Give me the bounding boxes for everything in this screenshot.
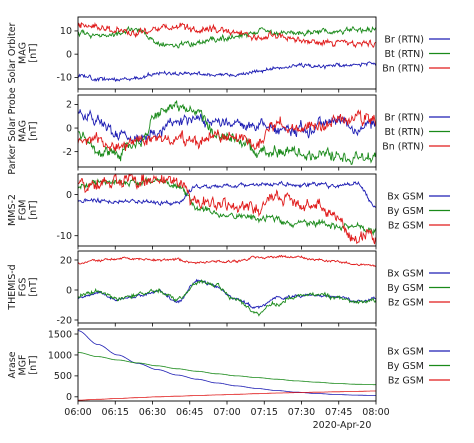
y-axis-label: MMS-2 FGM [nT] bbox=[7, 194, 39, 226]
legend-label: Bn (RTN) bbox=[382, 63, 424, 74]
y-tick-label: -10 bbox=[56, 231, 72, 242]
y-axis-label: Parker Solar Probe MAG [nT] bbox=[7, 87, 39, 174]
y-axis-label-line: Solar Orbiter bbox=[7, 23, 18, 84]
series-line-bt-rtn bbox=[78, 100, 376, 165]
legend-label: By GSM bbox=[387, 206, 424, 217]
legend-label: Br (RTN) bbox=[384, 112, 424, 123]
y-tick-label: -2 bbox=[63, 147, 72, 158]
y-axis-label-line: [nT] bbox=[28, 43, 39, 62]
panel-5: 0 500 1000 1500 Arase MGF [nT] Bx GSM By GSM Bz G… bbox=[7, 328, 450, 405]
series-line-by-gsm bbox=[78, 176, 376, 236]
y-tick-label: 10 bbox=[60, 26, 72, 37]
panel-4-series bbox=[78, 254, 376, 317]
y-tick-label: 0 bbox=[66, 392, 72, 403]
y-tick-label: -20 bbox=[56, 315, 72, 326]
y-axis-label: Arase MGF [nT] bbox=[7, 351, 39, 378]
y-axis-label: Solar Orbiter MAG [nT] bbox=[7, 23, 39, 84]
y-tick-label: 1500 bbox=[48, 329, 72, 340]
y-axis-label-line: [nT] bbox=[28, 277, 39, 296]
legend-label: By GSM bbox=[387, 283, 424, 294]
legend-label: Bt (RTN) bbox=[385, 49, 425, 60]
y-axis-label: THEMIS-d FGS [nT] bbox=[7, 264, 39, 310]
x-tick-label: 08:00 bbox=[362, 407, 389, 418]
series-line-bn-rtn bbox=[78, 109, 376, 152]
y-tick-label: 500 bbox=[54, 371, 72, 382]
panel-3-series bbox=[78, 174, 376, 245]
y-axis-label-line: THEMIS-d bbox=[7, 264, 18, 310]
legend-label: Bx GSM bbox=[387, 268, 424, 279]
panel-2-legend: Br (RTN) Bt (RTN) Bn (RTN) bbox=[382, 112, 450, 152]
legend-label: Bx GSM bbox=[387, 346, 424, 357]
panel-5-series bbox=[78, 330, 376, 401]
x-tick-label: 06:30 bbox=[139, 407, 166, 418]
series-line-bx-gsm bbox=[78, 180, 376, 208]
y-axis-label-line: MAG bbox=[17, 120, 28, 142]
panel-3: -10 0 MMS-2 FGM [nT] Bx GSM By GSM Bz GSM bbox=[7, 173, 450, 250]
y-tick-label: 0 bbox=[66, 123, 72, 134]
legend-label: Bz GSM bbox=[388, 220, 424, 231]
y-tick-label: 20 bbox=[60, 255, 72, 266]
y-axis-label-line: Parker Solar Probe bbox=[7, 87, 18, 174]
series-line-by-gsm bbox=[78, 352, 376, 386]
series-line-bx-gsm bbox=[78, 330, 376, 397]
panel-5-legend: Bx GSM By GSM Bz GSM bbox=[387, 346, 450, 386]
panel-1: -10 0 10 Solar Orbiter MAG [nT] Br (RTN) Bt (RT… bbox=[7, 16, 450, 93]
y-axis-label-line: MGF bbox=[17, 354, 28, 375]
panel-2: -2 0 2 Parker Solar Probe MAG [nT] Br (RTN) Bt … bbox=[7, 87, 450, 175]
series-line-bz-gsm bbox=[78, 254, 376, 267]
series-line-bt-rtn bbox=[78, 25, 376, 49]
x-tick-label: 07:30 bbox=[288, 407, 315, 418]
y-axis-label-line: [nT] bbox=[28, 200, 39, 219]
panel-3-legend: Bx GSM By GSM Bz GSM bbox=[387, 191, 450, 231]
y-axis-label-line: MMS-2 bbox=[7, 194, 18, 226]
panel-4-legend: Bx GSM By GSM Bz GSM bbox=[387, 268, 450, 308]
y-axis-label-line: [nT] bbox=[28, 121, 39, 140]
y-axis-label-line: FGS bbox=[17, 278, 28, 297]
series-line-bz-gsm bbox=[78, 390, 376, 401]
y-tick-label: -10 bbox=[56, 73, 72, 84]
panel-1-legend: Br (RTN) Bt (RTN) Bn (RTN) bbox=[382, 34, 450, 74]
x-tick-label: 06:45 bbox=[176, 407, 203, 418]
y-tick-label: 0 bbox=[66, 285, 72, 296]
y-axis-label-line: MAG bbox=[17, 42, 28, 64]
legend-label: Bz GSM bbox=[388, 297, 424, 308]
panel-2-series bbox=[78, 100, 376, 165]
y-tick-label: 1000 bbox=[48, 350, 72, 361]
y-axis-label-line: [nT] bbox=[28, 355, 39, 374]
legend-label: Bt (RTN) bbox=[385, 127, 425, 138]
series-line-bz-gsm bbox=[78, 174, 376, 245]
legend-label: Bn (RTN) bbox=[382, 141, 424, 152]
legend-label: By GSM bbox=[387, 361, 424, 372]
x-tick-label: 06:15 bbox=[102, 407, 129, 418]
series-line-bn-rtn bbox=[78, 21, 376, 49]
x-tick-label: 06:00 bbox=[64, 407, 91, 418]
series-line-br-rtn bbox=[78, 61, 376, 83]
panel-frame bbox=[77, 328, 377, 402]
y-tick-label: 2 bbox=[66, 100, 72, 111]
panel-4: -20 0 20 THEMIS-d FGS [nT] Bx GSM By GSM Bz GSM bbox=[7, 250, 450, 327]
legend-label: Bz GSM bbox=[388, 375, 424, 386]
y-tick-label: 0 bbox=[66, 190, 72, 201]
date-label: 2020-Apr-20 bbox=[313, 420, 372, 431]
x-tick-label: 07:15 bbox=[251, 407, 278, 418]
y-tick-label: 0 bbox=[66, 49, 72, 60]
shared-time-axis: 06:00 06:15 06:30 06:45 07:00 07:15 07:30 07:45… bbox=[64, 407, 389, 418]
y-axis-label-line: Arase bbox=[7, 351, 18, 378]
panel-1-series bbox=[78, 21, 376, 83]
y-axis-label-line: FGM bbox=[17, 199, 28, 220]
series-line-by-gsm bbox=[78, 279, 376, 317]
legend-label: Br (RTN) bbox=[384, 34, 424, 45]
x-tick-label: 07:00 bbox=[213, 407, 240, 418]
x-tick-label: 07:45 bbox=[325, 407, 352, 418]
legend-label: Bx GSM bbox=[387, 191, 424, 202]
